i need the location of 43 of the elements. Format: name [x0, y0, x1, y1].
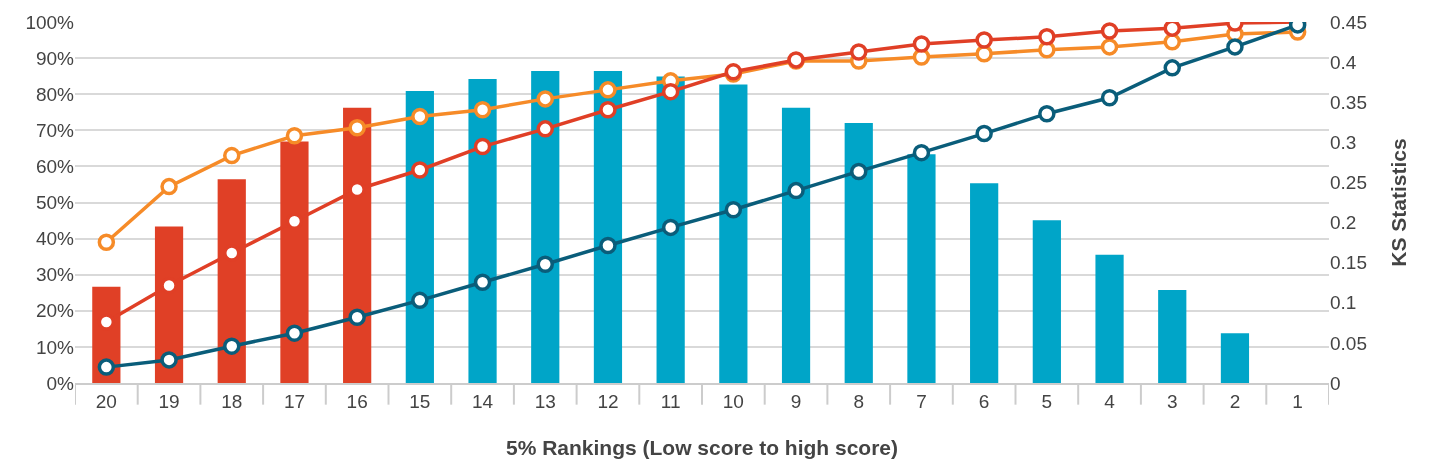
y2-tick-label: 0.05	[1330, 332, 1367, 354]
x-tick-label: 1	[1292, 390, 1303, 412]
y-tick-label: 50%	[35, 192, 75, 214]
x-tick-label: 2	[1229, 390, 1241, 412]
y2-tick-label: 0.35	[1330, 91, 1367, 113]
y2-tick-label: 0.15	[1330, 252, 1367, 274]
y-tick-label: 10%	[35, 336, 75, 358]
y2-tick-label: 0.25	[1330, 172, 1367, 194]
y2-tick-label: 0	[1330, 372, 1341, 394]
x-tick-label: 9	[790, 390, 802, 412]
y-tick-label: 60%	[35, 156, 75, 178]
x-tick-label: 13	[534, 390, 556, 412]
y-tick-label: 30%	[35, 264, 75, 286]
y-tick-label: 0%	[46, 372, 75, 394]
x-tick-label: 12	[597, 390, 619, 412]
y2-tick-label: 0.45	[1330, 11, 1367, 33]
x-tick-label: 15	[409, 390, 431, 412]
x-tick-label: 14	[471, 390, 494, 412]
y2-tick-label: 0.2	[1330, 212, 1357, 234]
y2-tick-label: 0.3	[1330, 131, 1357, 153]
x-tick-label: 10	[722, 390, 744, 412]
y-tick-label: 100%	[25, 11, 75, 33]
x-tick-label: 17	[283, 390, 306, 412]
y2-axis-title: KS Statistics	[1387, 138, 1411, 267]
x-tick-label: 5	[1041, 390, 1053, 412]
x-tick-label: 20	[95, 390, 117, 412]
y-tick-label: 90%	[35, 47, 75, 69]
y2-tick-label: 0.4	[1330, 51, 1357, 73]
x-tick-label: 6	[978, 390, 990, 412]
y-tick-label: 80%	[35, 83, 75, 105]
y2-tick-label: 0.1	[1330, 292, 1357, 314]
x-axis-title: 5% Rankings (Low score to high score)	[505, 436, 899, 460]
x-tick-label: 11	[660, 390, 681, 412]
x-tick-label: 4	[1104, 390, 1116, 412]
x-tick-label: 7	[916, 390, 927, 412]
x-tick-label: 18	[221, 390, 243, 412]
x-tick-label: 3	[1166, 390, 1178, 412]
x-tick-label: 8	[853, 390, 865, 412]
y-tick-label: 40%	[35, 228, 75, 250]
x-tick-label: 19	[158, 390, 180, 412]
y-tick-label: 20%	[35, 300, 75, 322]
y-tick-label: 70%	[35, 119, 75, 141]
x-tick-label: 16	[346, 390, 368, 412]
